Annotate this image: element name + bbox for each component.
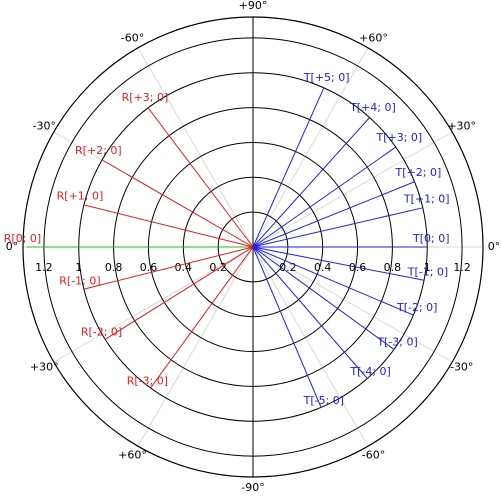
vector-line (252, 246, 368, 379)
vector-line (83, 204, 254, 248)
vector-line (252, 246, 395, 350)
theta-tick-label: +60° (118, 449, 147, 462)
vector-line (101, 159, 254, 248)
vector-line (252, 87, 325, 248)
theta-tick-label: +60° (359, 31, 388, 44)
vector-label: T[+4; 0] (349, 101, 396, 114)
vector-line (252, 246, 414, 316)
r-tick-label: 0.6 (140, 261, 158, 274)
outer-circle (22, 16, 484, 478)
theta-tick-label: +30° (30, 361, 59, 374)
vector-line (252, 117, 370, 248)
vector-line (150, 246, 254, 389)
r-tick-label: 0.4 (175, 261, 193, 274)
spoke (252, 246, 369, 447)
spoke (252, 246, 453, 363)
vector-line (252, 146, 397, 248)
vector-label: T[-3; 0] (376, 336, 417, 349)
r-tick-label: 1 (75, 261, 82, 274)
r-tick-label: 1.2 (35, 261, 53, 274)
vector-label: T[-2; 0] (396, 301, 437, 314)
theta-tick-label: -30° (33, 120, 56, 133)
r-tick-label: 0.8 (105, 261, 123, 274)
vector-label: R[+1; 0] (57, 189, 104, 202)
theta-tick-label: 0° (488, 240, 501, 253)
spoke (252, 131, 453, 248)
r-tick-label: 0.4 (314, 261, 332, 274)
vector-label: T[-4; 0] (349, 365, 390, 378)
spoke (137, 246, 254, 447)
theta-tick-label: -30° (450, 361, 473, 374)
theta-tick-label: +90° (239, 0, 268, 12)
vector-line (252, 207, 423, 248)
vector-label: R[+3; 0] (122, 91, 169, 104)
vector-line (252, 181, 415, 248)
theta-tick-label: -60° (121, 31, 144, 44)
theta-tick-label: +30° (447, 120, 476, 133)
vector-label: T[+3; 0] (376, 131, 423, 144)
vector-label: R[-2; 0] (81, 325, 122, 338)
vector-label: R[-3; 0] (127, 375, 168, 388)
r-tick-label: 1 (424, 261, 431, 274)
vector-label: T[0; 0] (412, 232, 450, 245)
vector-label: R[-1; 0] (59, 275, 100, 288)
spoke (137, 47, 254, 248)
vector-label: T[+1; 0] (403, 192, 450, 205)
r-tick-label: 0.8 (384, 261, 402, 274)
vector-label: T[-1; 0] (407, 266, 448, 279)
r-tick-label: 1.2 (453, 261, 471, 274)
theta-tick-label: 0° (6, 240, 19, 253)
r-tick-label: 0.2 (209, 261, 227, 274)
vector-label: R[0; 0] (4, 232, 41, 245)
vector-line (83, 246, 254, 290)
spoke (252, 47, 369, 248)
vector-line (147, 107, 254, 248)
r-tick-label: 0.2 (279, 261, 297, 274)
vector-label: T[-5; 0] (303, 394, 344, 407)
vector-line (252, 246, 322, 408)
vector-label: T[+2; 0] (395, 166, 442, 179)
theta-tick-label: -90° (241, 481, 264, 494)
vector-line (252, 246, 425, 281)
theta-tick-label: -60° (362, 449, 385, 462)
vector-label: R[+2; 0] (75, 144, 122, 157)
vector-label: T[+5; 0] (303, 71, 350, 84)
vector-line (104, 246, 254, 340)
spoke (53, 246, 254, 363)
